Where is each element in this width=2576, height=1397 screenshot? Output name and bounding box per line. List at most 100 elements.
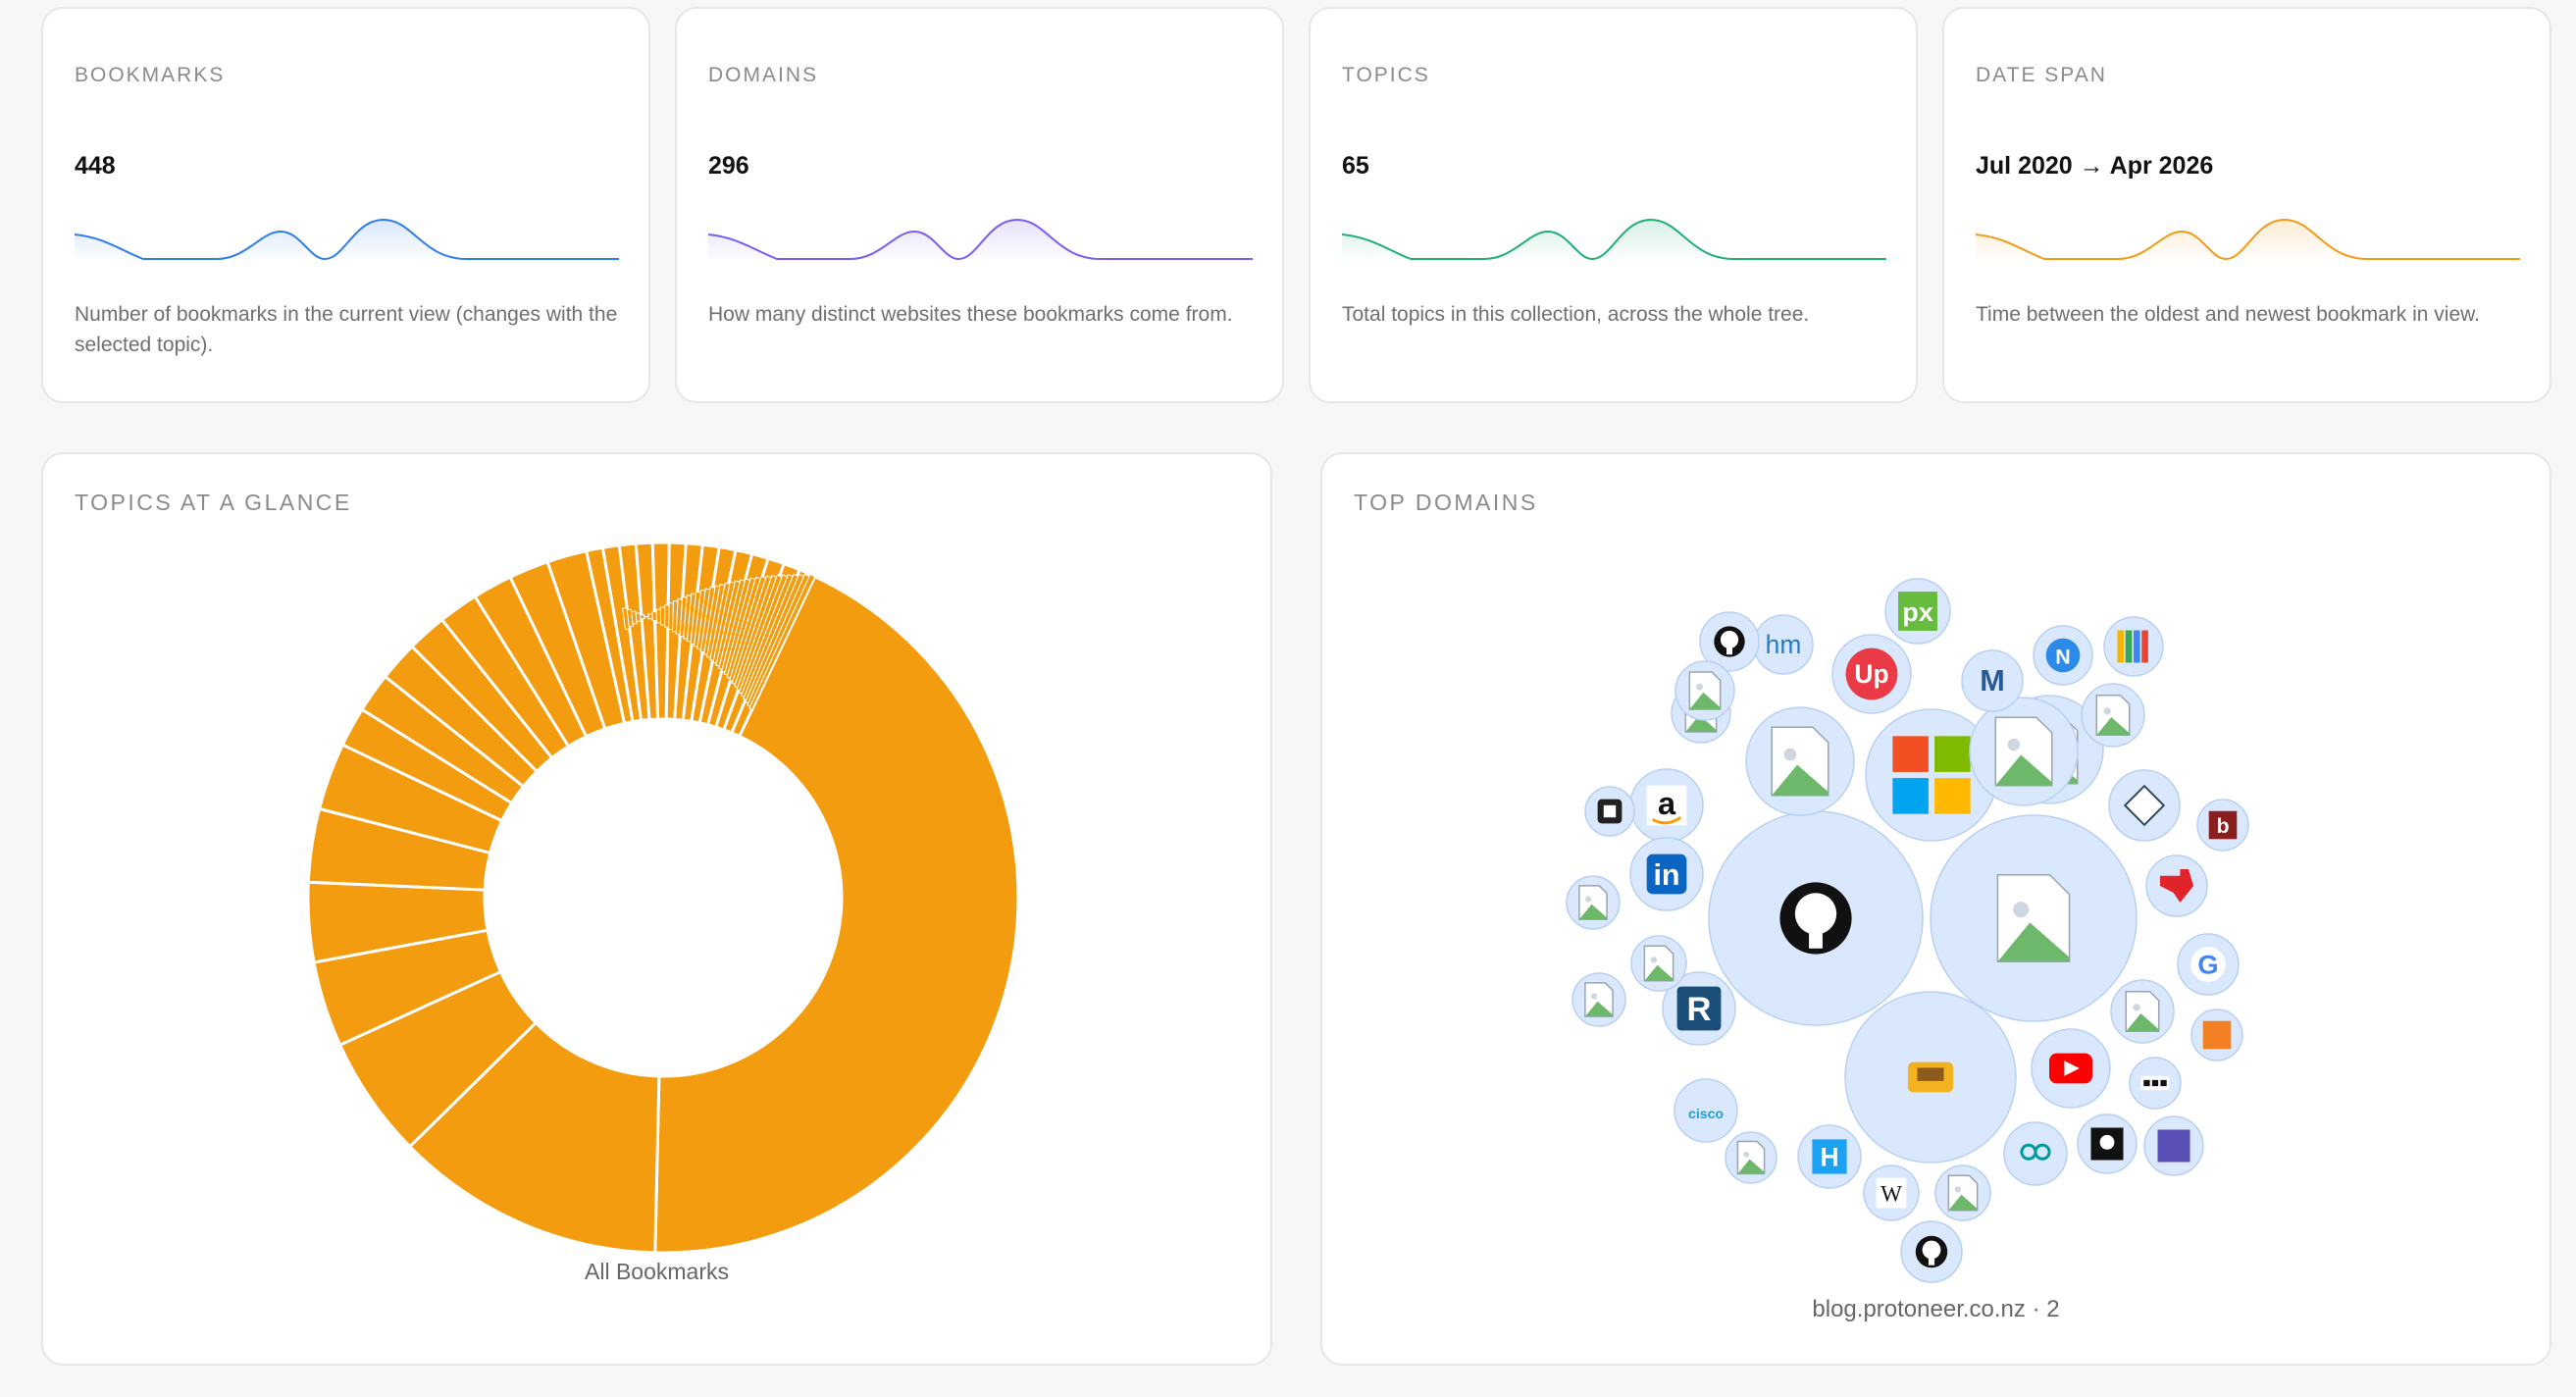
domain-bubble[interactable]: [2190, 1009, 2243, 1061]
svg-text:H: H: [1820, 1143, 1838, 1172]
domain-bubble[interactable]: [1844, 991, 2017, 1164]
domain-bubble[interactable]: G: [2177, 933, 2240, 996]
topic-segment: [712, 581, 736, 664]
image-placeholder-icon: [1643, 945, 1674, 982]
github-icon: [1714, 626, 1745, 657]
domain-bubble[interactable]: [2108, 769, 2181, 842]
stat-label: BOOKMARKS: [75, 64, 226, 86]
chip-icon: [1597, 799, 1623, 824]
domain-bubble[interactable]: a: [1629, 768, 1704, 843]
stat-card-bookmarks: BOOKMARKS 448 Number of bookmarks in the…: [41, 7, 650, 403]
domain-bubble[interactable]: R: [1662, 971, 1736, 1046]
youtube-icon: [2049, 1053, 2092, 1084]
sparkline: [1976, 218, 2520, 261]
image-placeholder-icon: [1688, 671, 1722, 710]
image-placeholder-icon: [2125, 991, 2160, 1032]
topic-segment: [696, 588, 711, 650]
svg-text:N: N: [2055, 645, 2070, 668]
stat-description: How many distinct websites these bookmar…: [708, 303, 1233, 326]
domain-bubble[interactable]: px: [1884, 578, 1951, 645]
topic-segment: [709, 582, 731, 661]
svg-text:px: px: [1902, 596, 1933, 627]
domain-bubble[interactable]: N: [2033, 625, 2093, 686]
domain-bubble[interactable]: [2110, 979, 2175, 1044]
stat-label: TOPICS: [1342, 64, 1430, 86]
domain-bubble[interactable]: [1934, 1164, 1991, 1221]
hm-logo-icon: hm: [1766, 630, 1802, 659]
domain-bubble[interactable]: Up: [1831, 634, 1912, 714]
topic-segment: [690, 591, 701, 646]
bars-logo-icon: [2117, 630, 2148, 663]
domain-bubble[interactable]: [1865, 708, 1998, 842]
domain-bubble[interactable]: [1674, 660, 1735, 721]
domain-bubble[interactable]: [2077, 1113, 2138, 1174]
stat-description: Total topics in this collection, across …: [1342, 303, 1810, 326]
stat-description: Number of bookmarks in the current view …: [75, 303, 618, 356]
topic-segment: [683, 595, 693, 640]
domain-bubble[interactable]: [2145, 854, 2208, 917]
stat-card-date-span: DATE SPAN Jul 2020 → Apr 2026 Time betwe…: [1942, 7, 2551, 403]
domain-bubble[interactable]: [1745, 706, 1855, 816]
stat-card-domains: DOMAINS 296 How many distinct websites t…: [675, 7, 1284, 403]
domain-bubble[interactable]: [1900, 1220, 1963, 1283]
donut-center-label: All Bookmarks: [585, 1259, 729, 1284]
svg-text:W: W: [1880, 1180, 1902, 1206]
topic-segment: [726, 576, 761, 679]
domain-bubble[interactable]: [2143, 1115, 2204, 1176]
domain-bubble[interactable]: b: [2196, 799, 2249, 852]
stackoverflow-icon: [2202, 1020, 2232, 1050]
sparkline-line: [75, 218, 619, 261]
topic-segment: [647, 613, 653, 620]
topic-segment: [748, 573, 816, 710]
elm-icon: [2123, 784, 2166, 827]
github-icon: [1915, 1235, 1948, 1268]
domain-bubble[interactable]: M: [1961, 649, 2024, 712]
image-placeholder-icon: [2095, 695, 2131, 736]
domain-bubble[interactable]: [1630, 935, 1687, 992]
linkedin-icon: in: [1646, 854, 1687, 895]
domain-bubble[interactable]: [2031, 1028, 2111, 1109]
domain-bubble[interactable]: H: [1797, 1124, 1862, 1189]
panel-title: TOPICS AT A GLANCE: [75, 490, 352, 515]
domain-bubble[interactable]: [1725, 1131, 1777, 1184]
domain-bubble[interactable]: [1930, 814, 2138, 1022]
image-placeholder-icon: [1771, 726, 1829, 797]
sparkline-line: [1342, 218, 1886, 261]
google-icon: G: [2190, 947, 2226, 982]
image-placeholder-icon: [1584, 982, 1614, 1017]
domain-bubble[interactable]: [1566, 875, 1621, 930]
panel-title: TOP DOMAINS: [1354, 490, 1538, 515]
domain-bubble[interactable]: [1584, 786, 1635, 837]
pirate-flag-icon: [2090, 1127, 2124, 1161]
image-placeholder-icon: [1994, 716, 2053, 787]
hovered-domain-label: blog.protoneer.co.nz · 2: [1812, 1296, 2060, 1322]
domain-bubble[interactable]: hm: [1753, 614, 1814, 675]
topic-segment: [621, 606, 631, 631]
domain-bubble[interactable]: [2129, 1057, 2182, 1110]
svg-text:G: G: [2197, 949, 2218, 979]
domain-bubble[interactable]: [1699, 611, 1760, 672]
topic-segment: [745, 573, 805, 704]
domain-bubble[interactable]: [2003, 1121, 2068, 1186]
stat-value: 296: [708, 152, 749, 180]
domain-bubble[interactable]: cisco: [1674, 1078, 1738, 1143]
b-logo-icon: b: [2208, 810, 2238, 840]
stat-value: 65: [1342, 152, 1369, 180]
topic-segment: [651, 610, 657, 622]
domain-bubble[interactable]: [2103, 616, 2164, 677]
domain-bubble[interactable]: W: [1863, 1164, 1920, 1221]
domain-bubble[interactable]: [1571, 972, 1626, 1027]
topics-donut[interactable]: [43, 454, 1274, 1368]
domain-bubble[interactable]: [1708, 810, 1924, 1026]
topic-segment: [664, 604, 670, 628]
topic-segment: [671, 600, 679, 633]
topic-segment: [731, 575, 772, 686]
topic-segment: [693, 589, 706, 647]
image-placeholder-icon: [1736, 1140, 1766, 1175]
domain-bubble[interactable]: [2081, 683, 2145, 748]
domain-bubble[interactable]: [1969, 697, 2079, 806]
image-placeholder-icon: [1996, 873, 2071, 963]
domain-bubble[interactable]: in: [1629, 837, 1704, 911]
stat-label: DATE SPAN: [1976, 64, 2107, 86]
